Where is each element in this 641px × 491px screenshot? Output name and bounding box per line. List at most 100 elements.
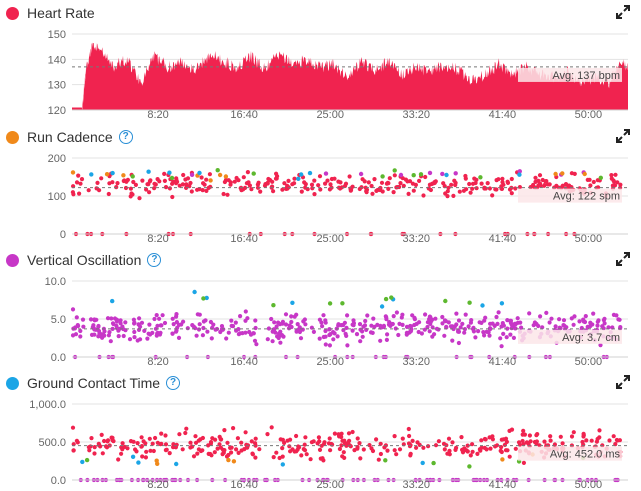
- data-point: [384, 337, 389, 342]
- data-point: [73, 332, 79, 337]
- data-point: [571, 430, 576, 435]
- data-point: [601, 326, 606, 331]
- data-point: [196, 327, 202, 332]
- data-point: [547, 320, 552, 325]
- help-icon[interactable]: ?: [166, 376, 181, 390]
- data-point: [243, 309, 248, 314]
- data-point: [595, 323, 600, 328]
- data-point: [204, 188, 209, 193]
- data-point: [505, 318, 510, 323]
- data-point: [411, 173, 416, 178]
- data-point: [239, 440, 244, 445]
- data-point: [371, 316, 376, 321]
- data-point: [243, 430, 248, 435]
- data-point: [181, 319, 186, 324]
- data-point: [536, 323, 541, 329]
- data-point: [396, 332, 401, 338]
- data-point: [77, 191, 82, 196]
- data-point: [162, 171, 167, 176]
- data-point: [76, 323, 81, 329]
- data-point: [332, 431, 337, 436]
- data-point: [206, 185, 211, 190]
- data-point: [79, 177, 85, 182]
- ground-contact-time-legend-dot: [6, 376, 19, 390]
- expand-icon[interactable]: [615, 251, 631, 267]
- data-point: [222, 428, 227, 433]
- data-point: [135, 338, 140, 343]
- data-point: [500, 457, 505, 462]
- data-point: [92, 332, 97, 337]
- expand-icon[interactable]: [615, 374, 631, 390]
- data-point: [500, 176, 505, 181]
- data-point: [383, 296, 389, 302]
- data-point: [226, 457, 231, 463]
- data-point: [209, 336, 214, 341]
- data-point: [328, 332, 333, 337]
- data-point: [289, 324, 294, 330]
- data-point: [254, 342, 259, 347]
- data-point: [80, 459, 85, 465]
- data-point: [517, 185, 523, 190]
- data-point: [426, 186, 431, 191]
- data-point: [385, 332, 390, 337]
- data-point: [243, 318, 248, 323]
- data-point: [473, 335, 478, 340]
- help-icon[interactable]: ?: [147, 253, 162, 267]
- data-point: [515, 316, 520, 321]
- data-point: [444, 172, 449, 178]
- data-point: [345, 343, 350, 348]
- vertical-oscillation-header: Vertical Oscillation ?: [6, 249, 162, 271]
- help-icon[interactable]: ?: [118, 130, 133, 144]
- data-point: [436, 327, 441, 332]
- data-point: [476, 329, 481, 334]
- data-point: [222, 448, 227, 453]
- expand-icon[interactable]: [615, 128, 631, 144]
- data-point: [595, 178, 600, 183]
- data-point: [217, 172, 223, 178]
- data-point: [152, 316, 157, 322]
- data-point: [509, 322, 514, 327]
- data-point: [185, 326, 190, 331]
- data-point: [289, 314, 294, 319]
- x-tick-label: 50:00: [575, 356, 603, 367]
- run-cadence-chart: 200 100 0 Avg: 122 spm 8:20 16:40 25:00 33:20 41…: [48, 153, 628, 244]
- data-point: [105, 439, 110, 444]
- data-point: [342, 455, 347, 460]
- data-point: [193, 434, 198, 439]
- data-point: [350, 328, 355, 333]
- data-point: [479, 320, 484, 325]
- data-point: [321, 313, 326, 318]
- x-tick-label: 25:00: [316, 233, 344, 244]
- data-point: [282, 181, 287, 186]
- expand-icon[interactable]: [615, 4, 631, 20]
- data-point: [119, 445, 124, 450]
- data-point: [197, 322, 202, 327]
- data-point: [344, 333, 349, 338]
- data-point: [282, 440, 287, 445]
- data-point: [591, 179, 596, 185]
- data-point: [88, 317, 94, 322]
- data-point: [344, 325, 349, 330]
- ground-contact-time-header: Ground Contact Time ?: [6, 372, 181, 394]
- data-point: [98, 333, 103, 338]
- data-point: [144, 187, 149, 192]
- data-point: [265, 180, 270, 185]
- data-point: [487, 333, 492, 338]
- data-point: [304, 452, 309, 457]
- data-point: [175, 179, 180, 184]
- data-point: [387, 176, 392, 181]
- data-point: [147, 322, 152, 327]
- data-point: [142, 328, 147, 333]
- data-point: [299, 189, 304, 194]
- data-point: [470, 442, 475, 447]
- data-point: [423, 312, 428, 317]
- x-tick-label: 16:40: [230, 109, 258, 120]
- vertical-oscillation-legend-dot: [6, 253, 19, 267]
- data-point: [406, 426, 411, 432]
- data-point: [295, 322, 300, 327]
- data-point: [148, 448, 153, 453]
- data-point: [275, 174, 280, 179]
- data-point: [143, 455, 148, 460]
- data-point: [453, 171, 458, 176]
- data-point: [201, 296, 206, 301]
